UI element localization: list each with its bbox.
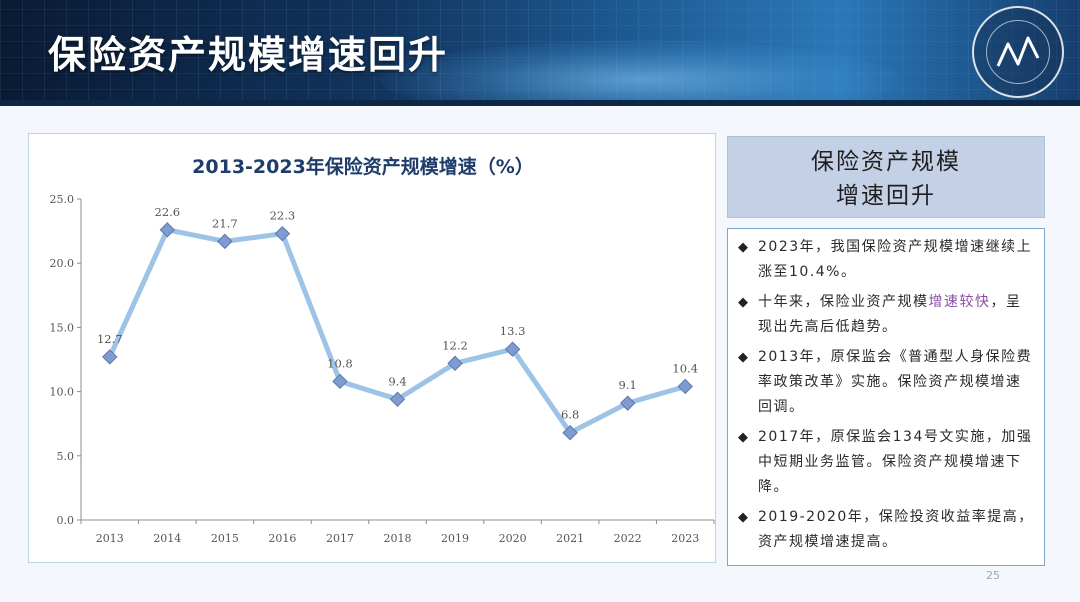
data-point [217, 233, 233, 250]
y-tick-label: 15.0 [50, 321, 75, 334]
x-tick-label: 2016 [268, 532, 296, 545]
data-label: 12.7 [97, 332, 123, 346]
banner-glow [380, 40, 900, 106]
chart-data-labels: 12.7 22.6 21.7 22.3 10.8 9.4 12.2 13.3 6.8 9.1 10.… [97, 205, 698, 422]
x-tick-label: 2018 [384, 532, 412, 545]
logo-icon [972, 6, 1064, 98]
diamond-bullet-icon: ◆ [738, 295, 748, 310]
data-label: 12.2 [442, 338, 468, 352]
data-label: 6.8 [561, 408, 579, 422]
diamond-bullet-icon: ◆ [738, 240, 748, 255]
x-tick-label: 2021 [556, 532, 584, 545]
data-point [562, 424, 578, 441]
page-title: 保险资产规模增速回升 [48, 33, 449, 77]
panel-heading: 保险资产规模 增速回升 [727, 136, 1045, 218]
x-tick-label: 2020 [499, 532, 527, 545]
banner-bottom-strip [0, 100, 1080, 106]
data-point [274, 225, 291, 242]
header-banner [0, 0, 1080, 106]
bullet-text: 十年来，保险业资产规模增速较快，呈现出先高后低趋势。 [758, 294, 1022, 335]
bullet-item: ◆ 十年来，保险业资产规模增速较快，呈现出先高后低趋势。 [738, 290, 1036, 340]
data-label: 13.3 [500, 324, 526, 338]
line-chart: 2013-2023年保险资产规模增速（%） 0.0 5.0 10.0 15.0 20.0… [50, 155, 715, 545]
y-tick-label: 20.0 [50, 257, 75, 270]
data-point [102, 349, 118, 365]
data-point [677, 378, 693, 395]
diamond-bullet-icon: ◆ [738, 350, 748, 365]
data-point [332, 373, 348, 390]
data-point [447, 355, 463, 372]
data-label: 9.4 [388, 374, 406, 388]
diamond-bullet-icon: ◆ [738, 510, 748, 525]
data-label: 22.6 [155, 205, 181, 219]
chart-axes: 0.0 5.0 10.0 15.0 20.0 25.0 2013 2014 2015 2016 20… [50, 193, 715, 545]
bullet-text: 2017年，原保监会134号文实施，加强中短期业务监管。保险资产规模增速下降。 [758, 429, 1033, 495]
y-tick-label: 10.0 [50, 386, 75, 399]
y-tick-label: 25.0 [50, 193, 75, 206]
data-point [504, 341, 521, 357]
panel-bullets: ◆ 2023年，我国保险资产规模增速继续上涨至10.4%。 ◆ 十年来，保险业资… [727, 228, 1045, 566]
bullet-text: 2023年，我国保险资产规模增速继续上涨至10.4%。 [758, 239, 1033, 280]
panel-heading-line1: 保险资产规模 [811, 149, 961, 175]
data-label: 22.3 [270, 209, 296, 223]
logo-mark-icon [996, 36, 1040, 67]
bullet-item: ◆ 2019-2020年，保险投资收益率提高，资产规模增速提高。 [738, 505, 1036, 555]
diamond-bullet-icon: ◆ [738, 430, 748, 445]
y-tick-label: 5.0 [57, 450, 75, 463]
chart-series [102, 222, 693, 441]
chart-title: 2013-2023年保险资产规模增速（%） [192, 155, 534, 178]
bullet-item: ◆ 2013年，原保监会《普通型人身保险费率政策改革》实施。保险资产规模增速回调… [738, 345, 1036, 420]
x-tick-label: 2022 [614, 532, 642, 545]
highlight-text: 增速较快 [928, 294, 991, 310]
data-label: 10.4 [672, 361, 698, 375]
x-tick-label: 2019 [441, 532, 469, 545]
data-point [619, 395, 636, 411]
data-label: 9.1 [619, 378, 637, 392]
bullet-item: ◆ 2017年，原保监会134号文实施，加强中短期业务监管。保险资产规模增速下降… [738, 425, 1036, 500]
bullet-item: ◆ 2023年，我国保险资产规模增速继续上涨至10.4%。 [738, 235, 1036, 285]
data-point [159, 222, 176, 238]
data-label: 21.7 [212, 216, 238, 230]
y-tick-label: 0.0 [57, 514, 75, 527]
page-number: 25 [986, 569, 1000, 582]
x-tick-label: 2014 [153, 532, 181, 545]
x-tick-label: 2017 [326, 532, 354, 545]
panel-heading-line2: 增速回升 [836, 183, 936, 209]
bullet-text: 2019-2020年，保险投资收益率提高，资产规模增速提高。 [758, 509, 1034, 550]
bullet-text: 2013年，原保监会《普通型人身保险费率政策改革》实施。保险资产规模增速回调。 [758, 349, 1033, 415]
data-point [389, 391, 406, 408]
chart-container: 2013-2023年保险资产规模增速（%） 0.0 5.0 10.0 15.0 20.0… [28, 133, 716, 563]
data-label: 10.8 [327, 356, 353, 370]
x-tick-label: 2015 [211, 532, 239, 545]
x-tick-label: 2013 [96, 532, 124, 545]
x-tick-label: 2023 [671, 532, 699, 545]
